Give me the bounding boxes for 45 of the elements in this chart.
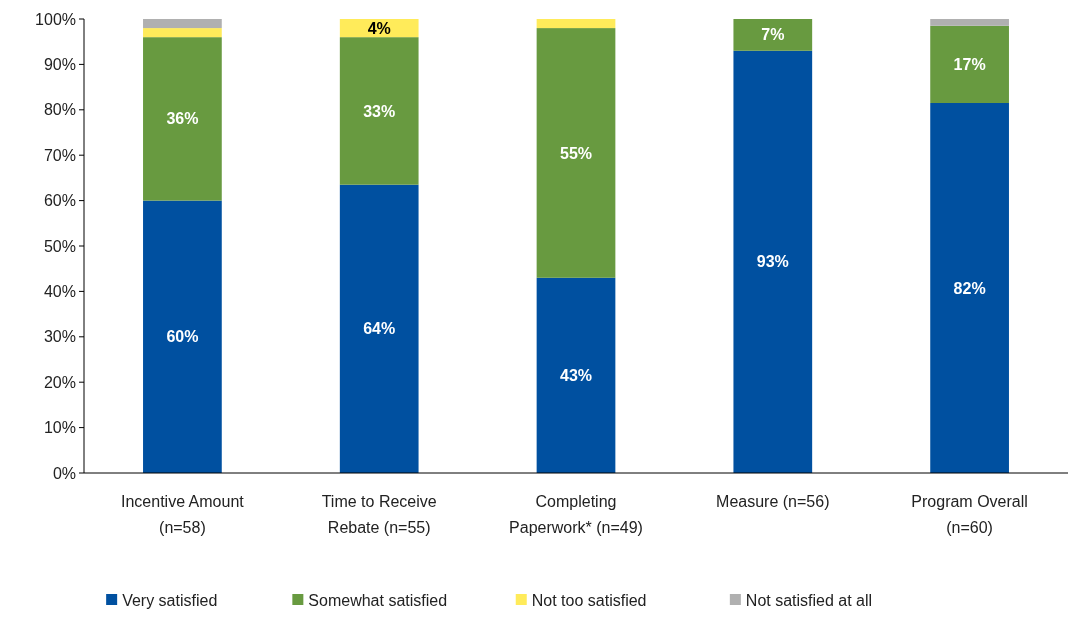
bar	[536, 28, 616, 278]
y-tick-label: 80%	[43, 101, 76, 119]
bar	[536, 277, 616, 473]
data-label: 60%	[166, 328, 199, 346]
x-tick-label: Incentive Amount (n=58)	[121, 493, 245, 536]
y-tick-label: 100%	[35, 10, 76, 28]
legend-label: Not too satisfied	[531, 591, 647, 609]
bar	[536, 19, 616, 29]
bar	[339, 37, 419, 185]
y-tick-label: 0%	[52, 464, 76, 482]
y-tick-label: 60%	[43, 192, 76, 210]
bar	[930, 19, 1009, 26]
legend-label: Very satisfied	[122, 591, 218, 609]
y-tick-label: 30%	[43, 328, 76, 346]
data-label: 93%	[756, 253, 789, 271]
bar	[143, 28, 222, 38]
bar	[143, 37, 222, 201]
y-tick-label: 20%	[43, 373, 76, 391]
bar	[143, 200, 222, 473]
data-label: 64%	[363, 320, 396, 338]
data-label: 82%	[953, 279, 986, 297]
x-tick-label: Time to Receive Rebate (n=55)	[321, 493, 437, 536]
bar	[143, 19, 222, 29]
bar	[930, 25, 1009, 103]
y-tick-label: 10%	[43, 419, 76, 437]
x-tick-label: Measure (n=56)	[716, 493, 830, 510]
y-tick-label: 50%	[43, 237, 76, 255]
legend-label: Somewhat satisfied	[308, 591, 448, 609]
bar	[733, 19, 813, 51]
data-label: 43%	[559, 366, 593, 384]
x-tick-label: Program Overall (n=60)	[911, 493, 1028, 536]
bar	[930, 102, 1009, 473]
y-tick-label: 40%	[43, 283, 76, 300]
data-label: 4%	[367, 19, 391, 37]
data-label: 7%	[761, 26, 785, 44]
x-tick-label: Completing Paperwork* (n=49)	[509, 493, 643, 536]
legend-label: Not satisfied at all	[745, 591, 873, 609]
data-label: 36%	[166, 110, 199, 128]
data-label: 33%	[363, 102, 396, 120]
y-tick-label: 70%	[43, 146, 76, 164]
y-tick-label: 90%	[43, 56, 76, 73]
data-label: 55%	[559, 144, 593, 162]
bar	[733, 50, 813, 473]
bar	[339, 184, 419, 473]
data-label: 17%	[953, 56, 986, 73]
